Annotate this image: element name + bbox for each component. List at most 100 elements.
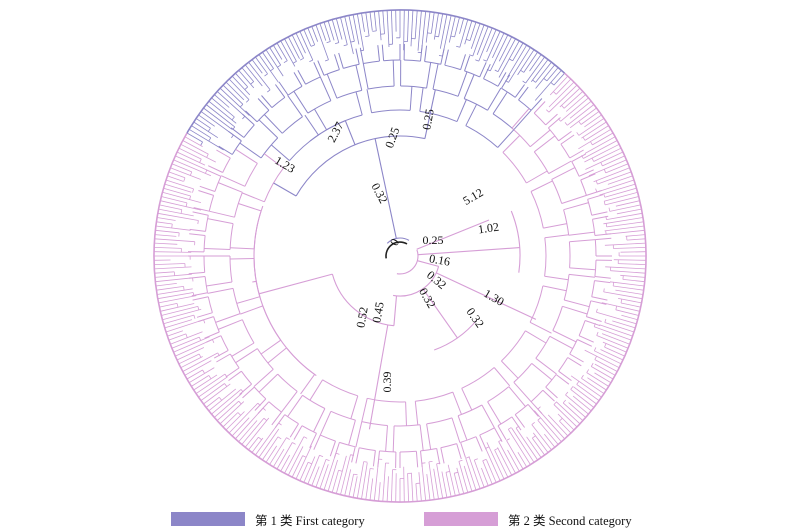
leaf-tick xyxy=(251,59,263,74)
leaf-tick xyxy=(489,34,509,72)
leaf-tick xyxy=(198,376,228,398)
leaf-tick xyxy=(607,175,633,185)
leaf-tick xyxy=(407,473,409,502)
leaf-join xyxy=(615,305,618,310)
leaf-tick xyxy=(280,454,291,472)
cluster-stem xyxy=(501,74,511,89)
leaf-tick xyxy=(415,483,418,502)
leaf-join xyxy=(564,122,568,126)
cluster-stem xyxy=(196,312,213,318)
cluster-arc xyxy=(479,427,495,436)
cluster-stem xyxy=(258,119,279,139)
leaf-tick xyxy=(154,242,178,245)
cluster-stem xyxy=(594,276,611,279)
cluster-stem xyxy=(533,101,546,114)
cluster-stem xyxy=(409,86,413,111)
arc-first-main xyxy=(295,135,426,197)
leaf-tick xyxy=(365,468,371,500)
cluster-stem xyxy=(567,357,582,367)
cluster-stem xyxy=(304,114,319,136)
leaf-tick xyxy=(272,448,285,468)
leaf-tick xyxy=(433,12,439,40)
leaf-tick xyxy=(478,27,493,62)
leaf-tick xyxy=(618,263,646,265)
leaf-tick xyxy=(299,31,314,61)
cluster-stem xyxy=(228,370,242,382)
leaf-tick xyxy=(486,459,497,483)
cluster-arc xyxy=(578,320,586,336)
cluster-stem xyxy=(355,421,363,448)
leaf-join xyxy=(508,427,512,430)
cluster-arc xyxy=(513,363,533,383)
leaf-join xyxy=(292,61,297,64)
cluster-stem xyxy=(274,84,286,98)
leaf-tick xyxy=(498,40,520,78)
leaf-tick xyxy=(578,128,612,150)
leaf-tick xyxy=(291,455,304,478)
leaf-tick xyxy=(570,375,602,398)
cluster-arc xyxy=(591,280,595,297)
leaf-tick xyxy=(418,472,422,502)
leaf-tick xyxy=(549,75,569,96)
leaf-tick xyxy=(295,32,306,54)
leaf-join xyxy=(498,439,503,442)
cluster-stem xyxy=(381,44,385,61)
cluster-arc xyxy=(253,210,262,249)
cluster-stem xyxy=(189,276,206,279)
cluster-stem xyxy=(189,228,206,232)
leaf-tick xyxy=(606,229,645,235)
leaf-tick xyxy=(410,10,414,47)
cluster-stem xyxy=(218,182,243,193)
cluster-stem xyxy=(377,45,380,62)
cluster-stem xyxy=(355,48,360,65)
leaf-join xyxy=(319,454,324,457)
edge-label-0-16: 0.16 xyxy=(428,251,451,268)
leaf-join xyxy=(475,59,479,62)
leaf-tick xyxy=(191,125,212,139)
cluster-stem xyxy=(580,173,596,181)
branch-0-52 xyxy=(393,295,398,326)
leaf-tick xyxy=(594,326,632,341)
leaf-join xyxy=(559,418,563,422)
cluster-arc xyxy=(253,258,261,297)
cluster-stem xyxy=(314,108,328,131)
leaf-tick xyxy=(456,467,465,494)
leaf-tick xyxy=(586,372,609,387)
leaf-join xyxy=(199,158,202,163)
leaf-tick xyxy=(161,196,188,204)
cluster-arc xyxy=(262,305,282,341)
outer-ring xyxy=(153,9,647,503)
cluster-stem xyxy=(514,84,526,98)
leaf-tick xyxy=(160,200,202,211)
leaf-tick xyxy=(200,383,225,401)
leaf-join xyxy=(543,78,548,82)
cluster-stem xyxy=(258,373,279,393)
cluster-stem xyxy=(355,447,360,464)
leaf-join xyxy=(197,220,199,225)
leaf-join xyxy=(596,331,599,336)
cluster-stem xyxy=(230,247,255,250)
cluster-stem xyxy=(440,447,445,464)
leaf-join xyxy=(428,461,433,463)
leaf-join xyxy=(307,461,312,465)
leaf-tick xyxy=(160,303,195,312)
leaf-join xyxy=(326,41,331,44)
leaf-join xyxy=(237,412,241,416)
cluster-stem xyxy=(263,153,284,169)
cluster-stem xyxy=(527,404,539,417)
leaf-tick xyxy=(569,107,597,129)
leaf-tick xyxy=(154,266,192,270)
cluster-stem xyxy=(561,194,587,204)
cluster-stem xyxy=(594,233,611,236)
leaf-join xyxy=(360,49,364,52)
leaf-tick xyxy=(184,136,203,147)
cluster-stem xyxy=(319,411,332,436)
leaf-tick xyxy=(523,51,538,73)
leaf-tick xyxy=(594,372,612,384)
leaf-join xyxy=(325,459,330,461)
cluster-arc xyxy=(220,335,229,351)
cluster-stem xyxy=(514,414,526,428)
leaf-join xyxy=(590,141,593,146)
leaf-tick xyxy=(441,471,448,498)
cluster-arc xyxy=(580,179,587,196)
